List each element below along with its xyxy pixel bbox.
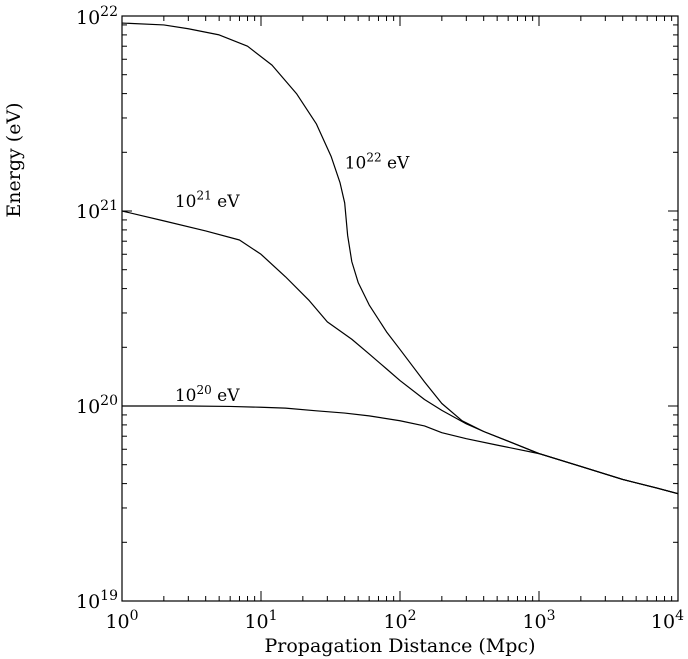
series-line [121, 22, 679, 495]
y-axis-label: Energy (eV) [3, 102, 25, 217]
plot-frame [121, 15, 679, 602]
x-tick-label: 101 [244, 608, 277, 633]
x-tick-label: 104 [651, 608, 684, 633]
curve-label: 1021 eV [175, 189, 240, 212]
y-tick-label: 1019 [76, 588, 118, 613]
axis-ticks [121, 15, 679, 602]
y-tick-label: 1022 [76, 4, 118, 29]
series-line [121, 210, 679, 495]
curve-label: 1022 eV [345, 150, 410, 173]
y-tick-label: 1021 [76, 198, 118, 223]
x-axis-label: Propagation Distance (Mpc) [265, 635, 536, 657]
x-tick-label: 100 [105, 608, 138, 633]
x-tick-label: 103 [522, 608, 555, 633]
curves [121, 22, 679, 495]
labels: 100 101 102 103 104 1019 1020 1021 1022 1022 eV 10… [76, 4, 684, 633]
series-line [122, 405, 679, 495]
x-tick-label: 102 [383, 608, 416, 633]
curve-label: 1020 eV [175, 383, 240, 406]
y-tick-label: 1020 [76, 393, 118, 418]
